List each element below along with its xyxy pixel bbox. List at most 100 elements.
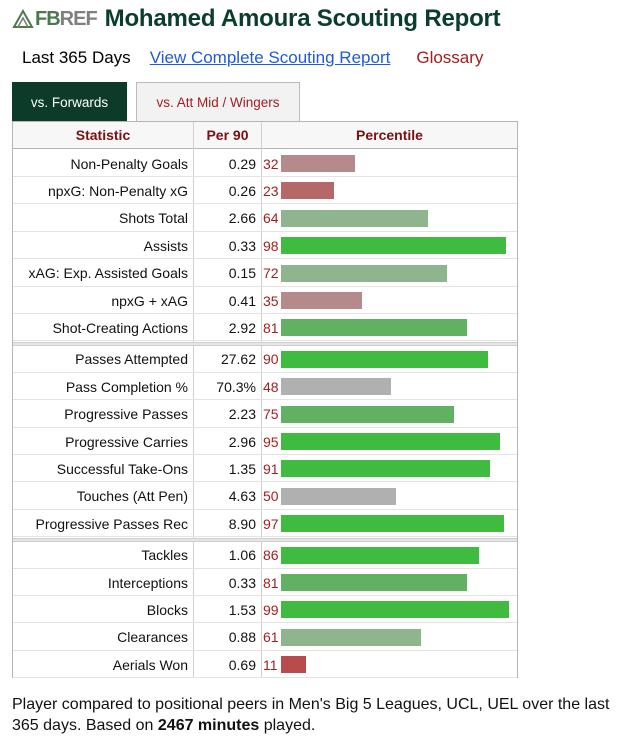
percentile-value: 86 — [263, 547, 279, 564]
table-row: Successful Take-Ons 1.35 91 — [13, 455, 517, 483]
stat-name[interactable]: Clearances — [117, 629, 188, 646]
percentile-value: 91 — [263, 460, 279, 477]
percentile-bar — [281, 378, 391, 396]
percentile-bar — [281, 292, 362, 309]
stat-name[interactable]: Blocks — [146, 601, 188, 618]
stat-name[interactable]: Pass Completion % — [65, 378, 188, 395]
table-row: xAG: Exp. Assisted Goals 0.15 72 — [13, 260, 517, 287]
header-statistic: Statistic — [75, 127, 131, 143]
per-90-value: 0.33 — [228, 574, 256, 591]
period-label: Last 365 Days — [22, 48, 131, 67]
scouting-table: Statistic Per 90 Percentile Non-Penalty … — [12, 121, 518, 679]
per-90-value: 0.33 — [228, 237, 256, 254]
group-separator — [13, 537, 517, 542]
fbref-logo-icon — [12, 8, 34, 28]
table-row: Shots Total 2.66 64 — [13, 205, 517, 232]
subnav: Last 365 Days View Complete Scouting Rep… — [22, 47, 483, 69]
percentile-value: 11 — [263, 656, 278, 673]
per-90-value: 2.92 — [228, 319, 256, 336]
group-separator — [13, 341, 517, 346]
percentile-value: 50 — [263, 488, 279, 505]
stat-name[interactable]: Shot-Creating Actions — [52, 319, 188, 336]
percentile-bar — [281, 546, 479, 564]
table-header: Statistic Per 90 Percentile — [13, 122, 517, 149]
stat-name[interactable]: Non-Penalty Goals — [70, 155, 188, 172]
stat-name[interactable]: Aerials Won — [112, 656, 188, 673]
percentile-value: 98 — [263, 237, 279, 254]
percentile-value: 23 — [263, 182, 279, 199]
table-row: Assists 0.33 98 — [13, 232, 517, 260]
page-title: Mohamed Amoura Scouting Report — [104, 5, 501, 32]
stat-name[interactable]: npxG + xAG — [111, 292, 188, 309]
percentile-value: 75 — [263, 406, 279, 423]
table-row: Interceptions 0.33 81 — [13, 569, 517, 596]
table-row: Blocks 1.53 99 — [13, 596, 517, 624]
percentile-value: 64 — [263, 210, 279, 227]
stat-name[interactable]: Tackles — [141, 547, 188, 564]
percentile-value: 32 — [263, 155, 279, 172]
table-row: Progressive Passes Rec 8.90 97 — [13, 510, 517, 538]
stat-name[interactable]: Touches (Att Pen) — [76, 488, 188, 505]
percentile-bar — [281, 574, 467, 591]
table-row: Touches (Att Pen) 4.63 50 — [13, 483, 517, 510]
per-90-value: 4.63 — [228, 488, 256, 505]
tab-vs-att-mid-wingers[interactable]: vs. Att Mid / Wingers — [136, 82, 300, 122]
stat-name[interactable]: Progressive Passes Rec — [35, 515, 188, 532]
table-row: Shot-Creating Actions 2.92 81 — [13, 314, 517, 342]
header-per-90: Per 90 — [193, 122, 261, 148]
per-90-value: 0.15 — [228, 265, 256, 282]
per-90-value: 1.06 — [228, 547, 256, 564]
stat-name[interactable]: Passes Attempted — [75, 351, 188, 368]
table-row: Tackles 1.06 86 — [13, 542, 517, 569]
stat-name[interactable]: xAG: Exp. Assisted Goals — [28, 265, 188, 282]
table-row: npxG + xAG 0.41 35 — [13, 287, 517, 314]
header-percentile: Percentile — [261, 122, 517, 148]
percentile-value: 97 — [263, 515, 279, 532]
complete-report-link[interactable]: View Complete Scouting Report — [149, 48, 391, 67]
percentile-bar — [281, 460, 490, 478]
stat-name[interactable]: Progressive Passes — [64, 406, 188, 423]
table-row: Progressive Carries 2.96 95 — [13, 428, 517, 455]
percentile-bar — [281, 433, 500, 450]
stat-name[interactable]: Interceptions — [107, 574, 188, 591]
fbref-logo[interactable]: FB REF — [12, 8, 98, 31]
table-row: Progressive Passes 2.23 75 — [13, 401, 517, 428]
stat-name[interactable]: npxG: Non-Penalty xG — [47, 182, 188, 199]
percentile-value: 95 — [263, 433, 279, 450]
per-90-value: 0.26 — [228, 182, 256, 199]
percentile-bar — [281, 405, 454, 423]
percentile-value: 81 — [263, 319, 279, 336]
table-row: npxG: Non-Penalty xG 0.26 23 — [13, 177, 517, 205]
footnote: Player compared to positional peers in M… — [12, 696, 610, 734]
per-90-value: 2.23 — [228, 406, 256, 423]
percentile-bar — [281, 182, 334, 200]
percentile-value: 90 — [263, 351, 279, 368]
page-header: FB REF Mohamed Amoura Scouting Report — [12, 4, 501, 34]
stat-name[interactable]: Progressive Carries — [65, 433, 188, 450]
per-90-value: 0.29 — [228, 155, 256, 172]
percentile-bar — [281, 601, 509, 619]
per-90-value: 8.90 — [228, 515, 256, 532]
percentile-value: 61 — [263, 629, 279, 646]
per-90-value: 2.66 — [228, 210, 256, 227]
tab-vs-forwards[interactable]: vs. Forwards — [12, 82, 127, 122]
percentile-value: 81 — [263, 574, 279, 591]
percentile-bar — [281, 237, 506, 255]
percentile-bar — [281, 628, 421, 646]
percentile-bar — [281, 487, 396, 505]
percentile-value: 35 — [263, 292, 279, 309]
percentile-bar — [281, 515, 504, 533]
stat-name[interactable]: Shots Total — [118, 210, 188, 227]
glossary-link[interactable]: Glossary — [416, 48, 484, 67]
stat-name[interactable]: Successful Take-Ons — [56, 460, 188, 477]
percentile-bar — [281, 319, 467, 337]
percentile-bar — [281, 209, 428, 227]
percentile-bar — [281, 350, 488, 368]
table-row: Aerials Won 0.69 11 — [13, 651, 517, 679]
stat-name[interactable]: Assists — [143, 237, 188, 254]
table-row: Passes Attempted 27.62 90 — [13, 346, 517, 373]
per-90-value: 1.35 — [228, 460, 256, 477]
per-90-value: 70.3% — [216, 378, 256, 395]
percentile-value: 48 — [263, 378, 279, 395]
percentile-bar — [281, 264, 447, 282]
